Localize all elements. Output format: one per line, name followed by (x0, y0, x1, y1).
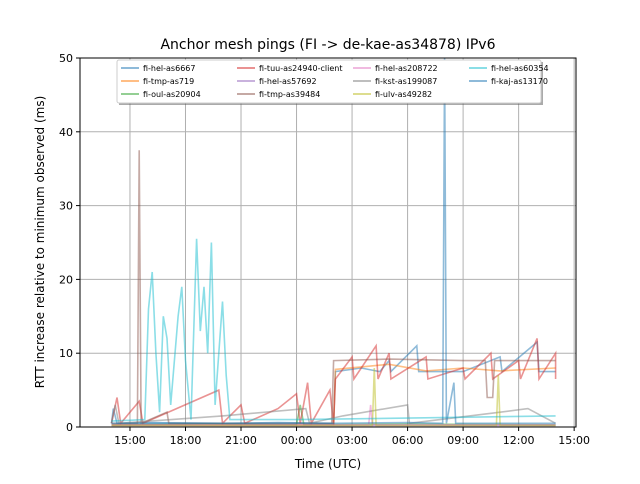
x-tick-label: 00:00 (281, 434, 313, 447)
y-tick-label: 30 (59, 200, 73, 213)
y-tick-label: 50 (59, 52, 73, 65)
x-tick-label: 15:00 (558, 434, 590, 447)
legend-entry: fi-hel-as60354 (491, 64, 549, 73)
x-tick-label: 21:00 (225, 434, 257, 447)
legend-entry: fi-oul-as20904 (143, 90, 201, 99)
series-line-fi-hel-as60354 (111, 238, 556, 422)
legend-entry: fi-tuu-as24940-client (259, 64, 342, 73)
axis-ticks: 15:00 18:00 21:00 00:00 03:00 06:00 09:00 12:00… (59, 52, 590, 447)
legend-entry: fi-kaj-as13170 (491, 77, 548, 86)
y-tick-label: 40 (59, 126, 73, 139)
legend-entry: fi-tmp-as39484 (259, 90, 320, 99)
x-axis-label: Time (UTC) (294, 457, 361, 471)
y-axis-label: RTT increase relative to minimum observe… (33, 96, 47, 389)
x-tick-label: 09:00 (447, 434, 479, 447)
y-tick-label: 10 (59, 347, 73, 360)
legend: fi-hel-as6667 fi-tmp-as719 fi-oul-as20904 f… (116, 59, 549, 105)
legend-entry: fi-tmp-as719 (143, 77, 194, 86)
legend-entry: fi-hel-as57692 (259, 77, 317, 86)
plot-series (110, 58, 557, 427)
x-tick-label: 03:00 (336, 434, 368, 447)
y-tick-label: 0 (66, 421, 73, 434)
x-tick-label: 12:00 (503, 434, 535, 447)
series-line-fi-kaj-as13170 (111, 58, 556, 425)
x-tick-label: 06:00 (392, 434, 424, 447)
y-tick-label: 20 (59, 273, 73, 286)
x-tick-label: 15:00 (114, 434, 146, 447)
chart-title: Anchor mesh pings (FI -> de-kae-as34878)… (160, 37, 495, 53)
series-line-fi-tmp-as39484 (111, 150, 556, 425)
axes-frame (79, 57, 577, 428)
series-line-fi-tuu-as24940-client (110, 338, 557, 426)
legend-entry: fi-hel-as208722 (375, 64, 438, 73)
legend-entry: fi-kst-as199087 (375, 77, 437, 86)
x-tick-label: 18:00 (170, 434, 202, 447)
legend-entry: fi-ulv-as49282 (375, 90, 432, 99)
legend-entry: fi-hel-as6667 (143, 64, 195, 73)
